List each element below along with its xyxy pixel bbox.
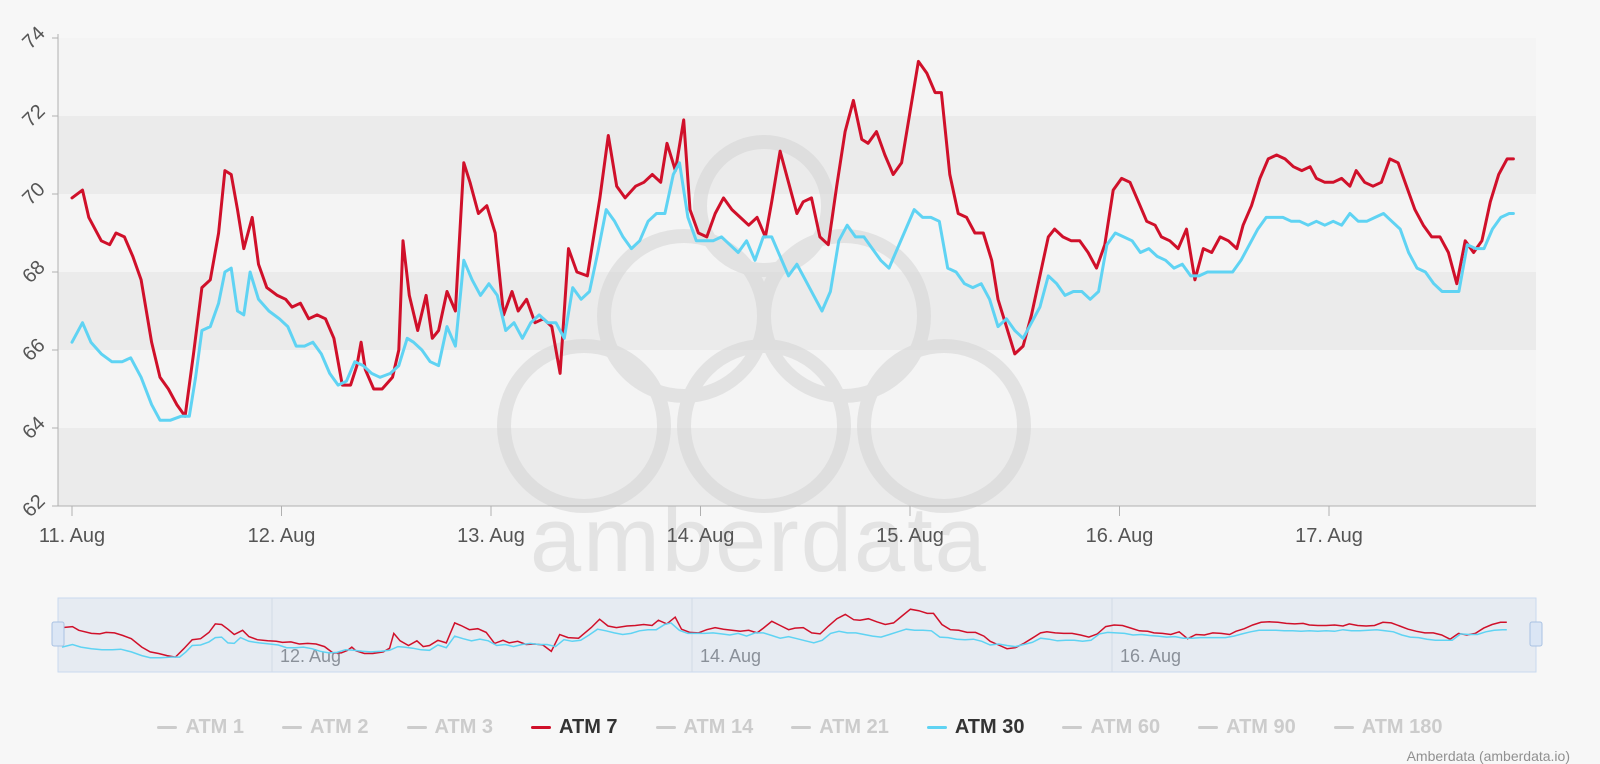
legend-swatch: [406, 725, 427, 729]
grid-band: [58, 272, 1536, 350]
legend-item-atm-90[interactable]: ATM 90: [1198, 716, 1296, 739]
legend-item-atm-60[interactable]: ATM 60: [1062, 716, 1160, 739]
legend-label: ATM 180: [1361, 715, 1443, 738]
y-tick-label: 72: [18, 100, 49, 131]
navigator-handle-left[interactable]: [51, 621, 65, 647]
y-tick-label: 68: [18, 256, 49, 287]
watermark-ring: [693, 135, 835, 277]
legend-item-atm-1[interactable]: ATM 1: [157, 716, 244, 739]
legend-label: ATM 60: [1090, 715, 1161, 738]
legend-swatch: [1198, 725, 1219, 729]
legend-item-atm-7[interactable]: ATM 7: [531, 716, 618, 739]
legend-item-atm-3[interactable]: ATM 3: [406, 715, 494, 739]
navigator-background: [57, 597, 1537, 673]
x-tick-label: 12. Aug: [248, 525, 316, 547]
legend-swatch: [791, 725, 812, 729]
watermark-logo: [497, 135, 1031, 513]
legend-label: ATM 90: [1226, 715, 1296, 738]
navigator-tick-label: 14. Aug: [700, 646, 761, 666]
legend-item-atm-180[interactable]: ATM 180: [1333, 715, 1443, 739]
x-tick-label: 15. Aug: [876, 525, 944, 547]
y-tick-label: 70: [18, 178, 49, 209]
legend-item-atm-14[interactable]: ATM 14: [655, 715, 754, 739]
y-tick-label: 62: [18, 490, 49, 521]
legend-item-atm-30[interactable]: ATM 30: [926, 715, 1025, 739]
legend-swatch: [1333, 725, 1354, 729]
legend-label: ATM 30: [954, 715, 1025, 738]
legend-swatch: [531, 725, 552, 729]
y-tick-label: 64: [18, 412, 49, 443]
navigator: 12. Aug 14. Aug 16. Aug: [51, 597, 1543, 673]
x-tick-label: 14. Aug: [667, 525, 735, 547]
legend-swatch: [926, 725, 947, 729]
series-line-atm-30: [70, 161, 1515, 422]
navigator-series-atm-30: [61, 622, 1507, 659]
navigator-handle-right[interactable]: [1529, 621, 1543, 647]
legend-label: ATM 7: [559, 715, 618, 738]
x-tick-label: 16. Aug: [1086, 525, 1154, 547]
legend-swatch: [157, 725, 178, 729]
legend-label: ATM 1: [185, 715, 244, 738]
legend-label: ATM 21: [819, 715, 889, 738]
legend-label: ATM 2: [310, 715, 369, 738]
x-tick-label: 13. Aug: [457, 525, 525, 547]
navigator-tick-label: 16. Aug: [1120, 646, 1181, 666]
legend-label: ATM 14: [683, 715, 754, 738]
legend-swatch: [1062, 725, 1083, 729]
legend-item-atm-2[interactable]: ATM 2: [282, 716, 369, 739]
legend-label: ATM 3: [434, 715, 494, 738]
navigator-tick-label: 12. Aug: [280, 646, 341, 666]
legend-swatch: [655, 725, 676, 729]
x-tick-label: 11. Aug: [39, 525, 105, 547]
legend-swatch: [282, 725, 302, 729]
y-tick-label: 66: [18, 334, 49, 365]
chart-legend: ATM 1 ATM 2 ATM 3 ATM 7 ATM 14 ATM 21 ATM 30 AT…: [0, 712, 1600, 742]
legend-item-atm-21[interactable]: ATM 21: [791, 716, 889, 739]
chart-credit[interactable]: Amberdata (amberdata.io): [1406, 748, 1570, 764]
navigator-series-atm-7: [61, 608, 1507, 658]
x-tick-label: 17. Aug: [1295, 525, 1363, 547]
y-tick-label: 74: [18, 22, 49, 53]
series-line-atm-7: [70, 59, 1515, 418]
